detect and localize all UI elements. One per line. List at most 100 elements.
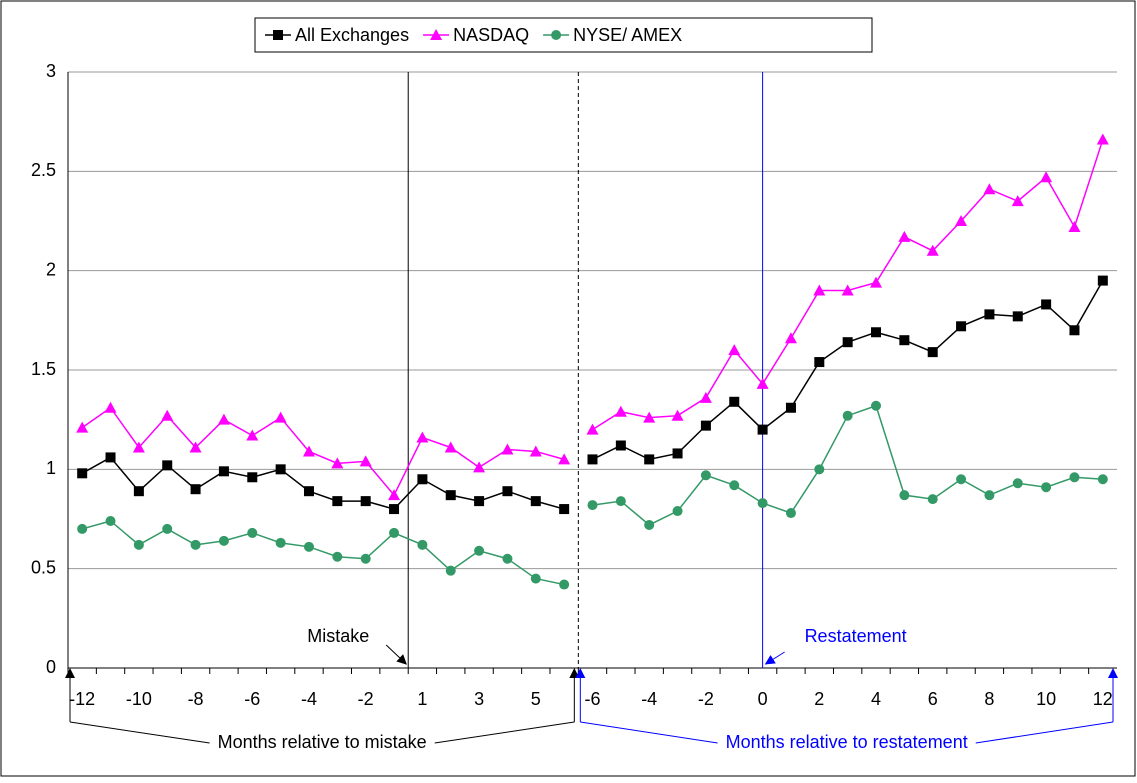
group-label: Months relative to restatement bbox=[726, 732, 968, 752]
point bbox=[162, 523, 173, 534]
point bbox=[274, 411, 287, 423]
point bbox=[1011, 195, 1024, 207]
y-tick-label: 1 bbox=[46, 458, 56, 478]
point bbox=[700, 470, 711, 481]
point bbox=[218, 535, 229, 546]
point bbox=[1012, 311, 1023, 322]
point bbox=[359, 455, 372, 467]
point bbox=[217, 413, 230, 425]
point bbox=[671, 409, 684, 421]
point bbox=[587, 500, 598, 511]
point bbox=[417, 539, 428, 550]
point bbox=[104, 401, 117, 413]
point bbox=[417, 474, 428, 485]
point bbox=[105, 515, 116, 526]
x-tick-label: -6 bbox=[584, 689, 600, 709]
point bbox=[785, 402, 796, 413]
point bbox=[162, 460, 173, 471]
point bbox=[756, 377, 769, 389]
point bbox=[757, 498, 768, 509]
point bbox=[870, 276, 883, 288]
group-label: Months relative to mistake bbox=[218, 732, 427, 752]
point bbox=[474, 545, 485, 556]
point bbox=[303, 541, 314, 552]
point bbox=[132, 441, 145, 453]
point bbox=[1012, 478, 1023, 489]
point bbox=[984, 309, 995, 320]
point bbox=[586, 423, 599, 435]
x-tick-label: 0 bbox=[758, 689, 768, 709]
point bbox=[699, 391, 712, 403]
point bbox=[1041, 482, 1052, 493]
x-tick-label: -2 bbox=[698, 689, 714, 709]
point bbox=[445, 565, 456, 576]
point bbox=[360, 496, 371, 507]
x-tick-label: 1 bbox=[417, 689, 427, 709]
point bbox=[898, 230, 911, 242]
x-tick-label: 2 bbox=[814, 689, 824, 709]
point bbox=[246, 429, 259, 441]
annotation-arrow bbox=[764, 651, 785, 665]
y-tick-label: 2.5 bbox=[31, 160, 56, 180]
point bbox=[530, 573, 541, 584]
point bbox=[729, 396, 740, 407]
point bbox=[360, 553, 371, 564]
legend-label: NYSE/ AMEX bbox=[573, 25, 682, 45]
point bbox=[388, 489, 401, 501]
group-bracket bbox=[580, 721, 718, 744]
point bbox=[842, 337, 853, 348]
x-tick-label: -6 bbox=[244, 689, 260, 709]
point bbox=[1097, 275, 1108, 286]
point bbox=[899, 490, 910, 501]
point bbox=[133, 539, 144, 550]
x-tick-label: -12 bbox=[69, 689, 95, 709]
point bbox=[644, 454, 655, 465]
legend-marker bbox=[551, 30, 562, 40]
point bbox=[303, 486, 314, 497]
point bbox=[133, 486, 144, 497]
legend-label: NASDAQ bbox=[453, 25, 529, 45]
point bbox=[1041, 299, 1052, 310]
point bbox=[871, 327, 882, 338]
y-tick-label: 0.5 bbox=[31, 557, 56, 577]
y-tick-label: 1.5 bbox=[31, 359, 56, 379]
x-tick-label: -2 bbox=[358, 689, 374, 709]
point bbox=[275, 464, 286, 475]
x-tick-label: 12 bbox=[1093, 689, 1113, 709]
point bbox=[389, 527, 400, 538]
point bbox=[559, 504, 570, 515]
x-tick-label: 4 bbox=[871, 689, 881, 709]
point bbox=[332, 496, 343, 507]
point bbox=[700, 420, 711, 431]
point bbox=[105, 452, 116, 463]
x-tick-label: -4 bbox=[301, 689, 317, 709]
legend-marker bbox=[273, 30, 283, 40]
point bbox=[76, 421, 89, 433]
point bbox=[1040, 171, 1053, 183]
point bbox=[615, 496, 626, 507]
point bbox=[501, 443, 514, 455]
x-tick-label: 6 bbox=[928, 689, 938, 709]
point bbox=[474, 496, 485, 507]
point bbox=[275, 537, 286, 548]
point bbox=[871, 400, 882, 411]
point bbox=[785, 508, 796, 519]
point bbox=[672, 506, 683, 517]
point bbox=[926, 244, 939, 256]
point bbox=[956, 321, 967, 332]
y-tick-label: 3 bbox=[46, 61, 56, 81]
point bbox=[190, 484, 201, 495]
x-tick-label: 3 bbox=[474, 689, 484, 709]
x-tick-label: 8 bbox=[984, 689, 994, 709]
point bbox=[757, 424, 768, 435]
y-tick-label: 0 bbox=[46, 657, 56, 677]
point bbox=[161, 409, 174, 421]
point bbox=[189, 441, 202, 453]
point bbox=[1069, 325, 1080, 336]
point bbox=[473, 461, 486, 473]
point bbox=[842, 410, 853, 421]
annotation: Mistake bbox=[307, 626, 369, 646]
point bbox=[332, 551, 343, 562]
